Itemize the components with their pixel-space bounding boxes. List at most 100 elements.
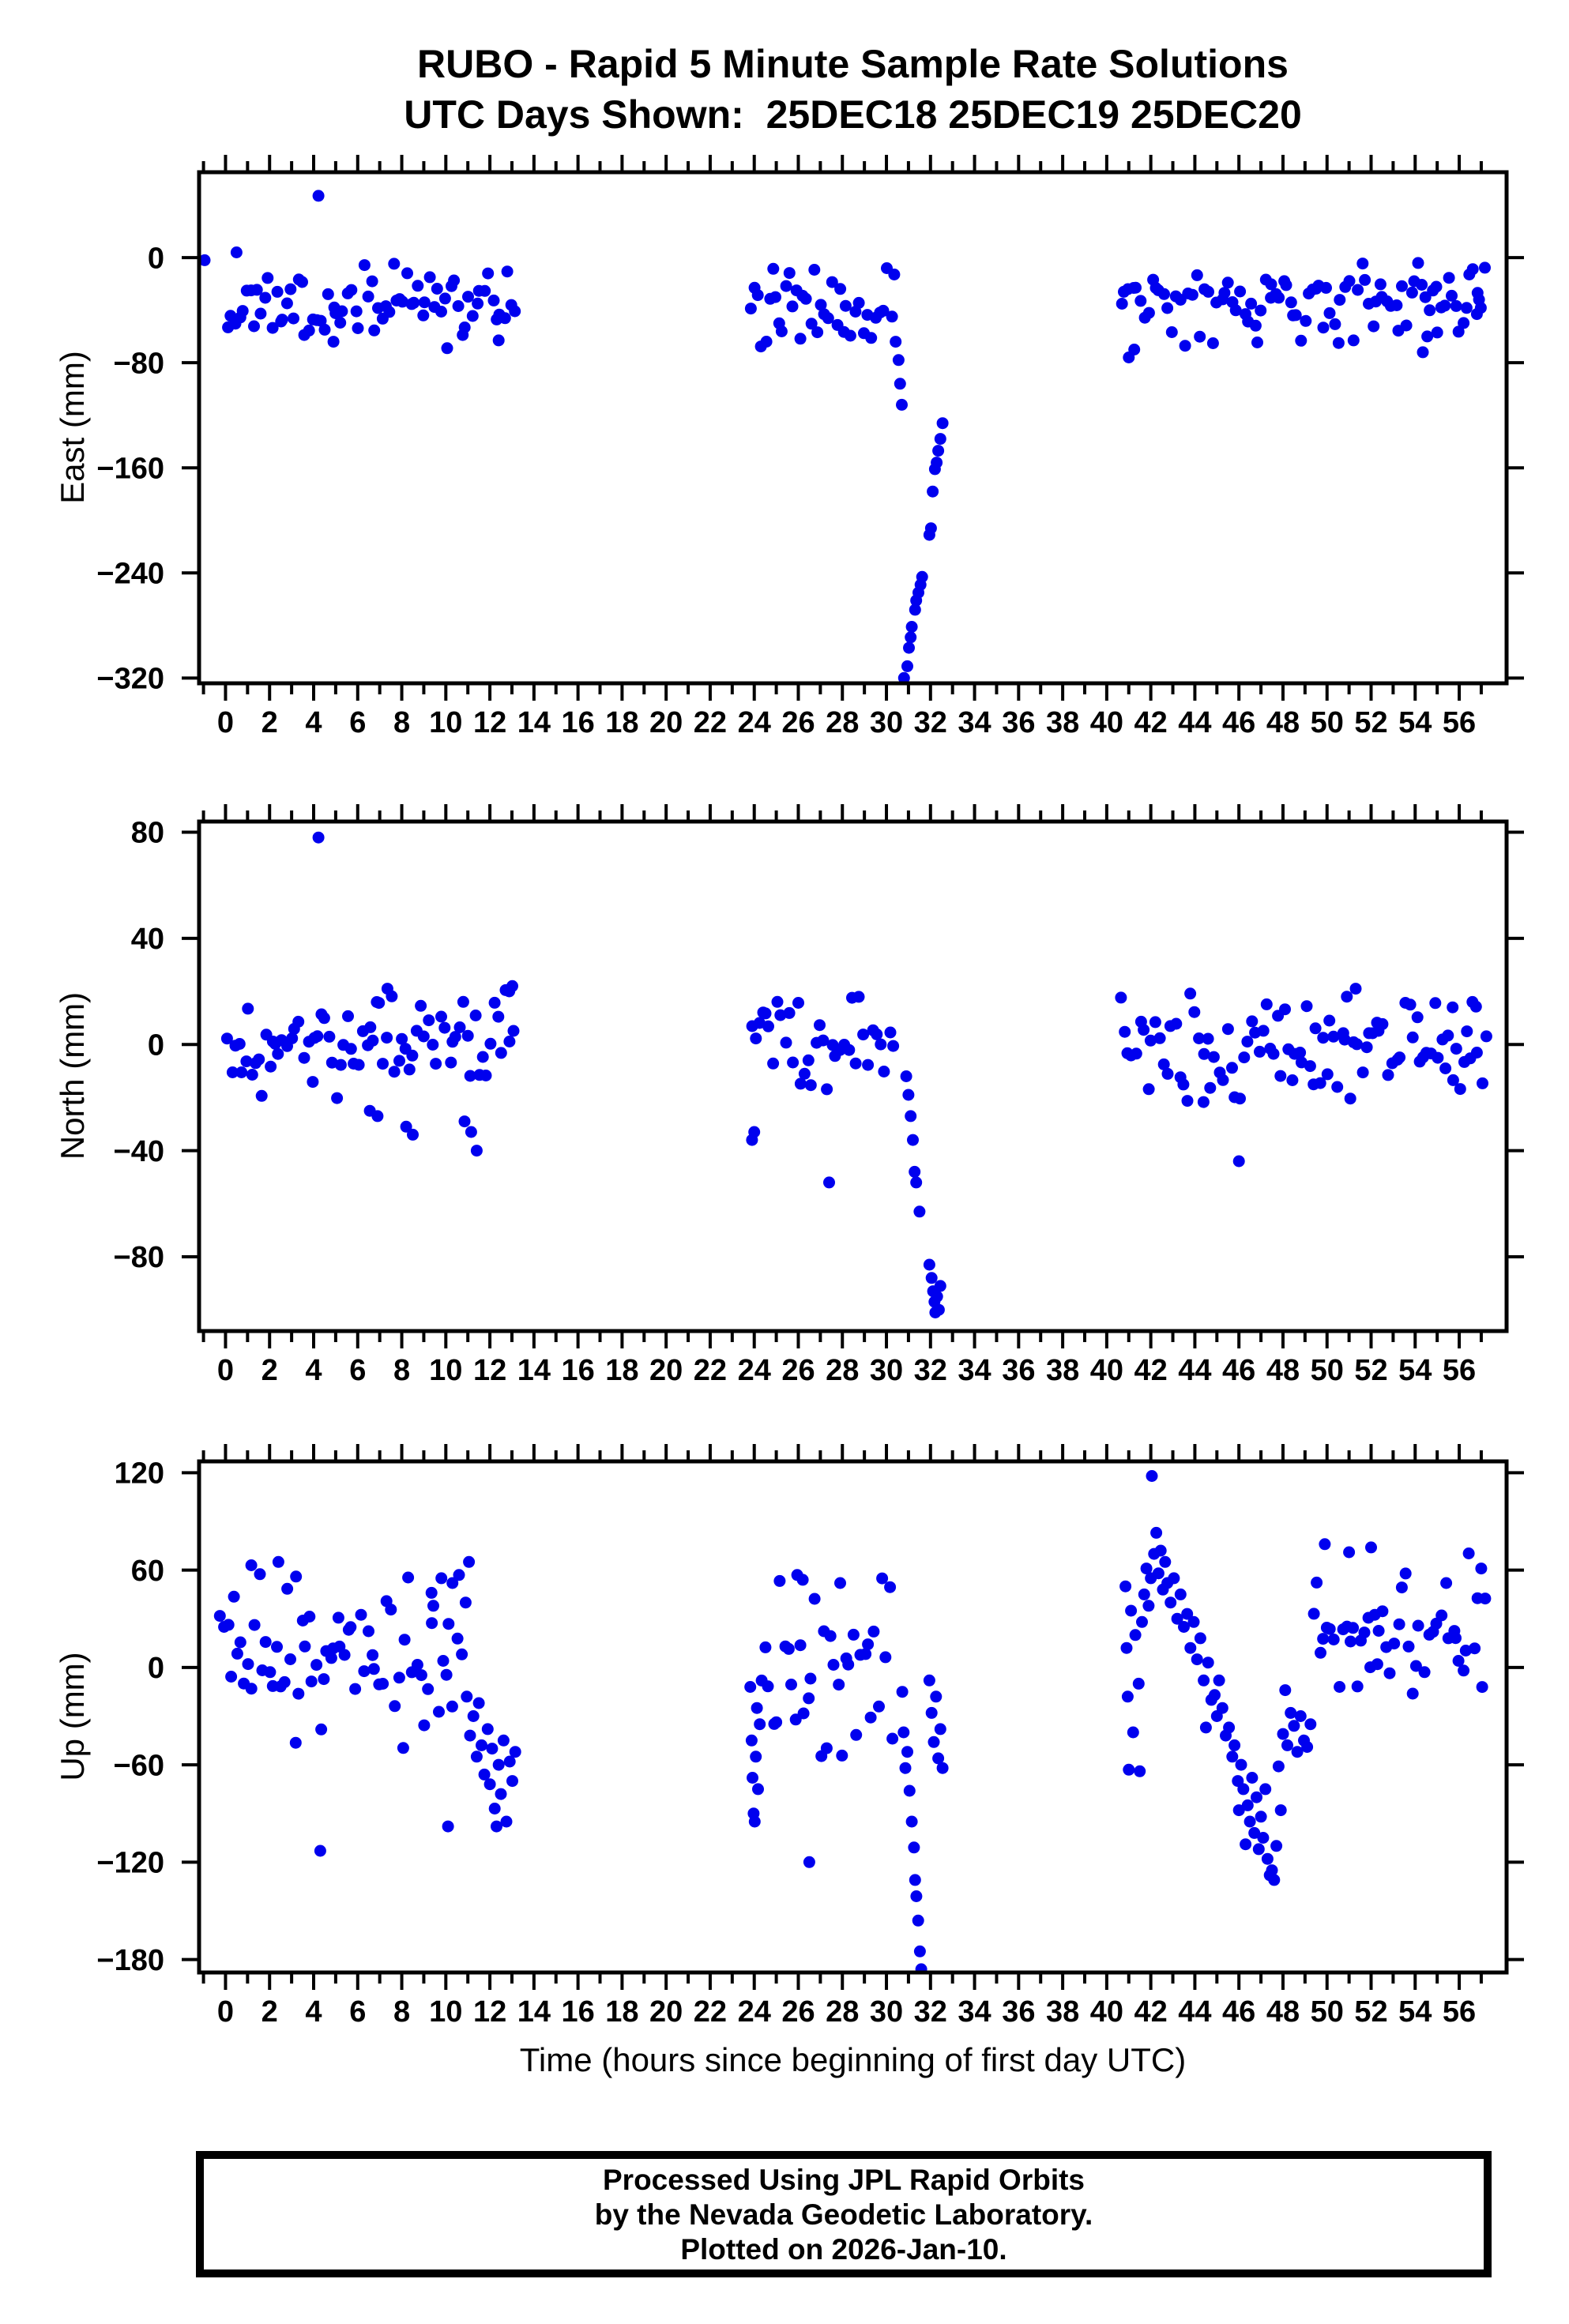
east-y-tick-label: −160: [96, 453, 164, 486]
east-x-tick-label: 36: [1002, 706, 1035, 739]
up-y-tick-label: −180: [96, 1944, 164, 1977]
east-x-tick-label: 2: [262, 706, 278, 739]
north-x-tick-label: 34: [958, 1354, 991, 1387]
east-x-tick-label: 34: [958, 706, 991, 739]
north-x-tick-label: 14: [517, 1354, 551, 1387]
north-y-tick-label: −40: [114, 1135, 164, 1168]
east-x-tick-label: 6: [349, 706, 366, 739]
footer-line-3: Plotted on 2026-Jan-10.: [680, 2233, 1007, 2266]
east-x-tick-label: 44: [1178, 706, 1211, 739]
up-x-tick-label: 2: [262, 1995, 278, 2029]
up-plot-frame: [197, 1459, 1509, 1975]
up-x-tick-label: 12: [473, 1995, 506, 2029]
page-title: RUBO - Rapid 5 Minute Sample Rate Soluti…: [417, 42, 1289, 86]
east-x-tick-label: 14: [517, 706, 551, 739]
east-plot-frame: [197, 170, 1509, 686]
up-x-tick-label: 28: [826, 1995, 859, 2029]
east-x-tick-label: 54: [1398, 706, 1432, 739]
north-x-tick-label: 4: [305, 1354, 322, 1387]
east-x-tick-label: 56: [1443, 706, 1476, 739]
up-x-tick-label: 30: [870, 1995, 903, 2029]
east-y-tick-label: 0: [148, 242, 164, 275]
up-x-tick-label: 10: [429, 1995, 462, 2029]
up-x-tick-label: 50: [1311, 1995, 1344, 2029]
east-x-tick-label: 42: [1134, 706, 1168, 739]
north-x-tick-label: 56: [1443, 1354, 1476, 1387]
up-x-tick-label: 52: [1354, 1995, 1387, 2029]
up-x-tick-label: 0: [217, 1995, 234, 2029]
north-x-tick-label: 16: [561, 1354, 594, 1387]
north-plot: 0 2 4 6 8 10 12 14 16 18 20 22 24 26 28 30 32 34 36 38 40 42 4…: [114, 804, 1524, 1387]
east-data-points: [199, 190, 1491, 683]
east-x-tick-label: 48: [1266, 706, 1300, 739]
north-y-tick-label: 80: [131, 817, 164, 850]
up-y-tick-label: 60: [131, 1555, 164, 1588]
north-x-tick-label: 38: [1046, 1354, 1079, 1387]
up-data-points: [213, 1470, 1492, 1972]
up-x-tick-label: 18: [605, 1995, 638, 2029]
east-y-tick-label: −320: [96, 663, 164, 696]
north-x-tick-label: 32: [914, 1354, 947, 1387]
up-x-tick-label: 38: [1046, 1995, 1079, 2029]
up-x-tick-label: 4: [305, 1995, 322, 2029]
east-x-tick-label: 18: [605, 706, 638, 739]
north-x-tick-label: 36: [1002, 1354, 1035, 1387]
up-plot: 0 2 4 6 8 10 12 14 16 18 20 22 24 26 28 30 32 34 36 38 40 42 4…: [96, 1444, 1524, 2029]
north-y-tick-label: 40: [131, 923, 164, 956]
east-x-tick-label: 30: [870, 706, 903, 739]
east-y-tick-label: −80: [114, 347, 164, 380]
up-x-tick-label: 48: [1266, 1995, 1300, 2029]
east-x-tick-label: 10: [429, 706, 462, 739]
east-y-tick-label: −240: [96, 558, 164, 591]
north-y-tick-label: −80: [114, 1241, 164, 1274]
footer-line-1: Processed Using JPL Rapid Orbits: [603, 2164, 1085, 2196]
north-x-tick-label: 30: [870, 1354, 903, 1387]
up-x-tick-label: 46: [1222, 1995, 1255, 2029]
north-x-tick-label: 54: [1398, 1354, 1432, 1387]
up-x-tick-label: 32: [914, 1995, 947, 2029]
east-x-tick-label: 32: [914, 706, 947, 739]
up-x-tick-label: 54: [1398, 1995, 1432, 2029]
north-plot-frame: [197, 819, 1509, 1333]
north-x-tick-label: 20: [649, 1354, 683, 1387]
up-x-tick-label: 36: [1002, 1995, 1035, 2029]
north-x-tick-label: 0: [217, 1354, 234, 1387]
up-y-tick-label: 0: [148, 1652, 164, 1685]
up-y-tick-label: −120: [96, 1847, 164, 1880]
east-x-tick-label: 46: [1222, 706, 1255, 739]
up-x-tick-label: 26: [781, 1995, 815, 2029]
north-x-tick-label: 18: [605, 1354, 638, 1387]
up-y-tick-label: 120: [115, 1457, 164, 1491]
page-subtitle: UTC Days Shown: 25DEC18 25DEC19 25DEC20: [404, 92, 1302, 137]
up-x-tick-label: 24: [738, 1995, 771, 2029]
north-x-tick-label: 10: [429, 1354, 462, 1387]
east-x-tick-label: 52: [1354, 706, 1387, 739]
north-x-tick-label: 8: [393, 1354, 410, 1387]
up-x-tick-label: 14: [517, 1995, 551, 2029]
north-x-tick-label: 24: [738, 1354, 771, 1387]
east-x-tick-label: 8: [393, 706, 410, 739]
north-y-tick-label: 0: [148, 1029, 164, 1062]
north-x-tick-label: 42: [1134, 1354, 1168, 1387]
east-x-tick-label: 22: [694, 706, 727, 739]
east-x-tick-label: 26: [781, 706, 815, 739]
up-x-tick-label: 34: [958, 1995, 991, 2029]
east-x-tick-label: 4: [305, 706, 322, 739]
north-x-tick-label: 6: [349, 1354, 366, 1387]
x-axis-title: Time (hours since beginning of first day…: [519, 2041, 1187, 2078]
up-x-tick-label: 56: [1443, 1995, 1476, 2029]
up-x-tick-label: 20: [649, 1995, 683, 2029]
east-x-tick-label: 24: [738, 706, 771, 739]
footer-line-2: by the Nevada Geodetic Laboratory.: [594, 2198, 1093, 2231]
up-x-tick-label: 42: [1134, 1995, 1168, 2029]
north-x-tick-label: 2: [262, 1354, 278, 1387]
east-x-tick-label: 12: [473, 706, 506, 739]
up-x-tick-label: 40: [1090, 1995, 1123, 2029]
east-x-tick-label: 38: [1046, 706, 1079, 739]
east-x-tick-label: 0: [217, 706, 234, 739]
up-x-tick-label: 16: [561, 1995, 594, 2029]
east-x-tick-label: 20: [649, 706, 683, 739]
east-x-tick-label: 16: [561, 706, 594, 739]
